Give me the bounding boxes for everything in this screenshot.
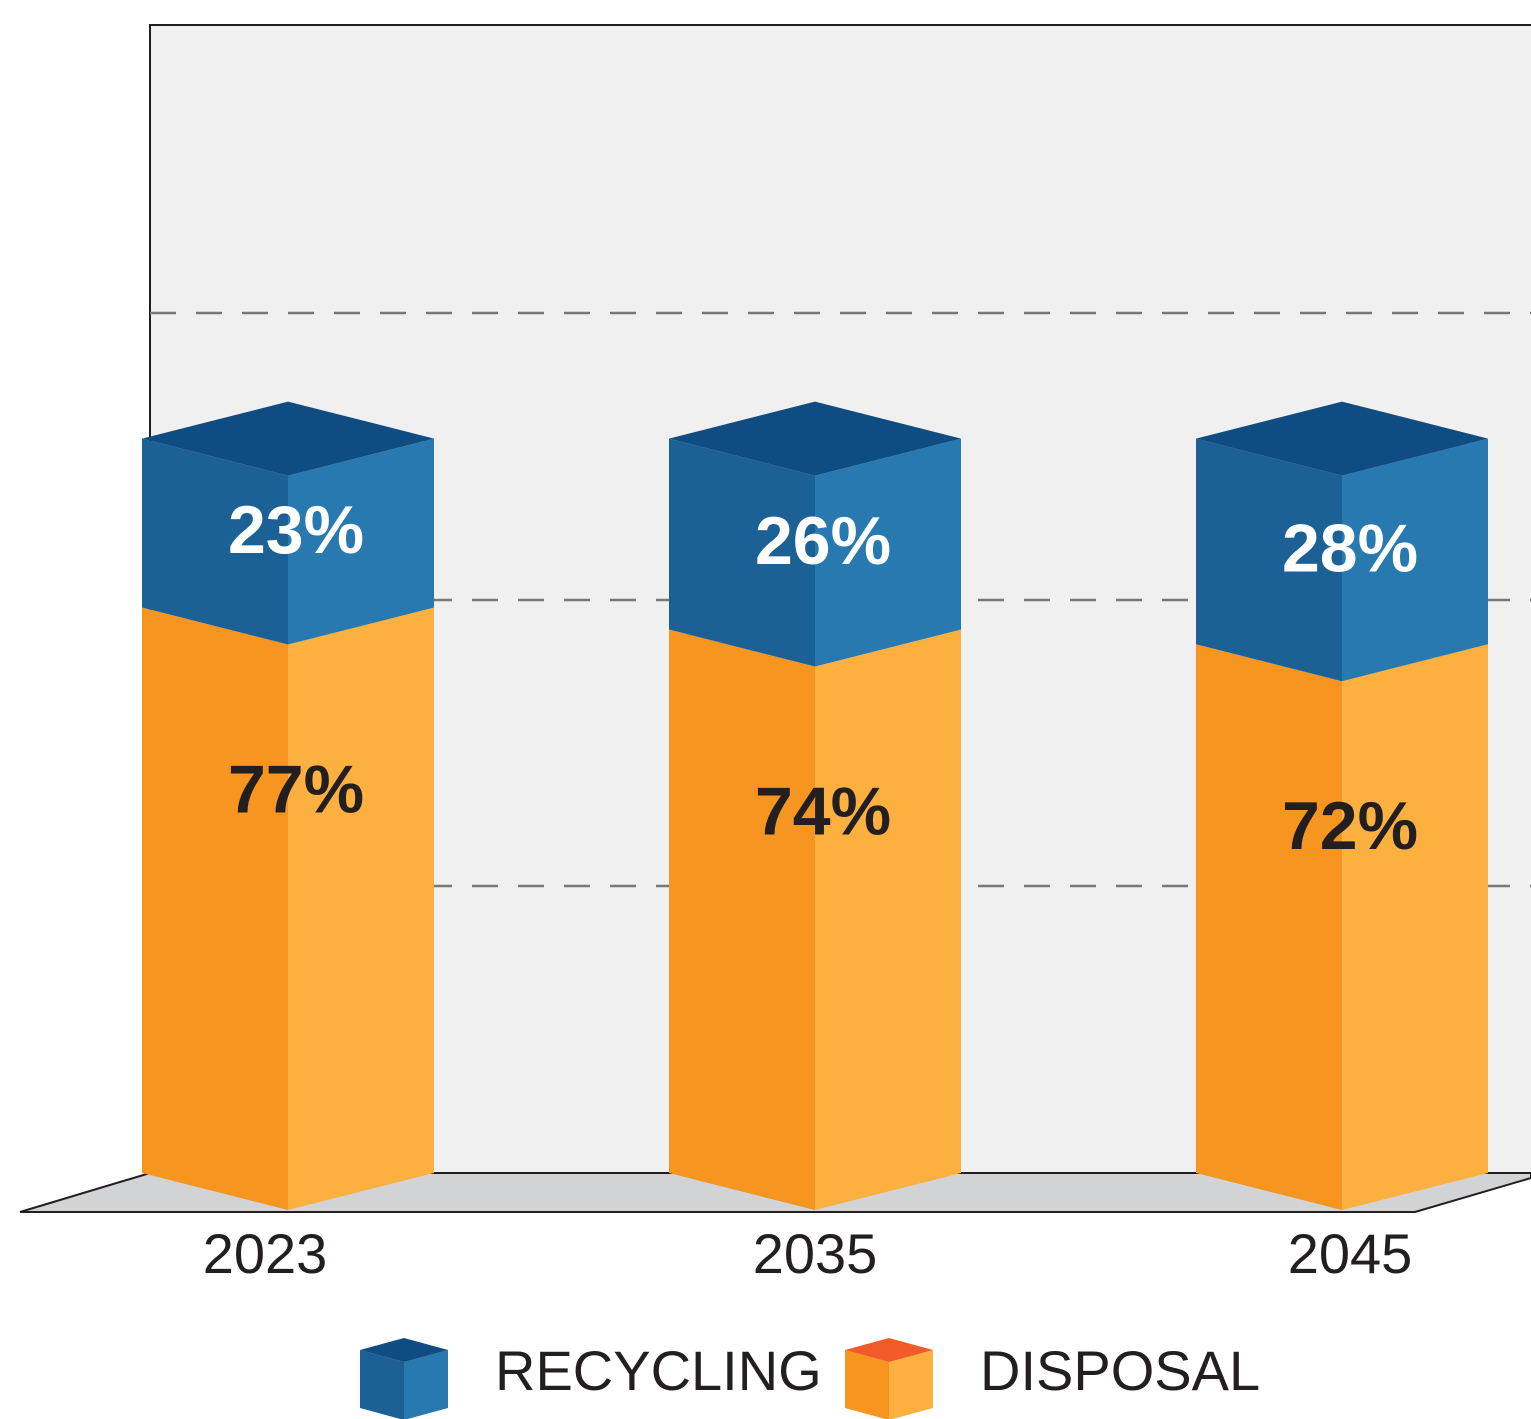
value-label: 77% — [228, 751, 364, 827]
value-label: 28% — [1282, 510, 1418, 586]
x-tick-label: 2045 — [1288, 1222, 1413, 1285]
bar-left-face — [669, 629, 815, 1210]
value-label: 72% — [1282, 788, 1418, 864]
bar-right-face — [288, 438, 434, 645]
bar-left-face — [1196, 644, 1342, 1210]
x-tick-label: 2035 — [753, 1222, 878, 1285]
bar-left-face — [142, 438, 288, 645]
legend-swatch-top — [360, 1338, 448, 1362]
value-label: 74% — [755, 774, 891, 850]
legend-swatch-right — [404, 1350, 448, 1419]
bar-right-face — [815, 629, 961, 1210]
legend-swatch-left — [360, 1350, 404, 1419]
legend: RECYCLING DISPOSAL — [360, 1338, 1260, 1419]
bar-right-face — [1342, 438, 1488, 682]
bar-left-face — [1196, 438, 1342, 682]
bar-top-face — [669, 401, 961, 476]
legend-label: RECYCLING — [495, 1339, 822, 1402]
bar-left-face — [142, 607, 288, 1210]
bar-right-face — [1342, 644, 1488, 1210]
value-label: 26% — [755, 503, 891, 579]
bar-right-face — [288, 607, 434, 1210]
bar-top-face — [1196, 401, 1488, 476]
value-label: 23% — [228, 492, 364, 568]
bar-right-face — [815, 438, 961, 667]
legend-label: DISPOSAL — [980, 1339, 1260, 1402]
bars: 77% 23% 2023 74% 26% 2035 72% 28% 2045 — [142, 401, 1488, 1285]
bar-left-face — [669, 438, 815, 667]
bar-top-face — [142, 401, 434, 476]
legend-swatch-right — [889, 1350, 933, 1419]
legend-swatch-top — [845, 1338, 933, 1362]
legend-swatch-left — [845, 1350, 889, 1419]
x-tick-label: 2023 — [203, 1222, 328, 1285]
